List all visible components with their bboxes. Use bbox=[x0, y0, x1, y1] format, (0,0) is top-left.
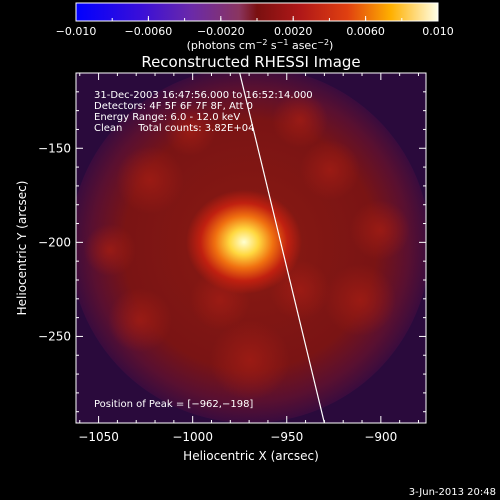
y-tick-label: −150 bbox=[38, 141, 71, 155]
y-tick-label: −200 bbox=[38, 235, 71, 249]
plot-frame bbox=[75, 72, 427, 424]
annotations: 31-Dec-2003 16:47:56.000 to 16:52:14.000… bbox=[94, 90, 313, 410]
annotation-line: Detectors: 4F 5F 6F 7F 8F, Att 0 bbox=[94, 101, 253, 112]
emission-blob bbox=[84, 224, 136, 276]
y-tick-label: −250 bbox=[38, 329, 71, 343]
colorbar-tick-label: −0.0060 bbox=[125, 25, 173, 38]
colorbar-tick-label: 0.0060 bbox=[346, 25, 385, 38]
annotation-line: Clean Total counts: 3.82E+04 bbox=[94, 123, 254, 134]
solar-limb-line bbox=[239, 73, 325, 423]
image-area bbox=[76, 73, 426, 423]
source-core bbox=[186, 190, 302, 294]
y-axis-label: Heliocentric Y (arcsec) bbox=[15, 181, 29, 316]
footer-date: 3-Jun-2013 20:48 bbox=[409, 487, 496, 498]
y-axis: −150 −200 −250 bbox=[38, 72, 426, 413]
emission-blob bbox=[164, 104, 216, 156]
emission-blob bbox=[210, 320, 290, 400]
chart-title: Reconstructed RHESSI Image bbox=[141, 53, 360, 71]
emission-blob bbox=[324, 264, 396, 336]
emission-blob bbox=[300, 140, 360, 200]
colorbar-label: (photons cm−2 s−1 asec−2) bbox=[187, 38, 334, 52]
peak-position-label: Position of Peak = [−962,−198] bbox=[94, 399, 253, 410]
annotation-line: Energy Range: 6.0 - 12.0 keV bbox=[94, 112, 240, 123]
colorbar-tick-label: −0.0020 bbox=[197, 25, 245, 38]
x-tick-label: −950 bbox=[270, 430, 303, 444]
x-tick-label: −900 bbox=[364, 430, 397, 444]
colorbar: −0.010 −0.0060 −0.0020 0.0020 0.0060 0.010 (p… bbox=[56, 2, 454, 52]
emission-blob bbox=[108, 288, 172, 352]
annotation-line: 31-Dec-2003 16:47:56.000 to 16:52:14.000 bbox=[94, 90, 313, 101]
colorbar-tick-label: 0.0020 bbox=[274, 25, 313, 38]
emission-blob bbox=[116, 146, 184, 214]
emission-blob bbox=[350, 200, 410, 260]
emission-blob bbox=[272, 92, 328, 148]
x-axis: −1050 −1000 −950 −900 bbox=[78, 73, 419, 444]
colorbar-tick-label: −0.010 bbox=[56, 25, 97, 38]
colorbar-ticks: −0.010 −0.0060 −0.0020 0.0020 0.0060 0.010 bbox=[56, 16, 454, 38]
colorbar-tick-label: 0.010 bbox=[422, 25, 454, 38]
x-axis-label: Heliocentric X (arcsec) bbox=[183, 449, 319, 463]
x-tick-label: −1000 bbox=[172, 430, 213, 444]
x-tick-label: −1050 bbox=[78, 430, 119, 444]
